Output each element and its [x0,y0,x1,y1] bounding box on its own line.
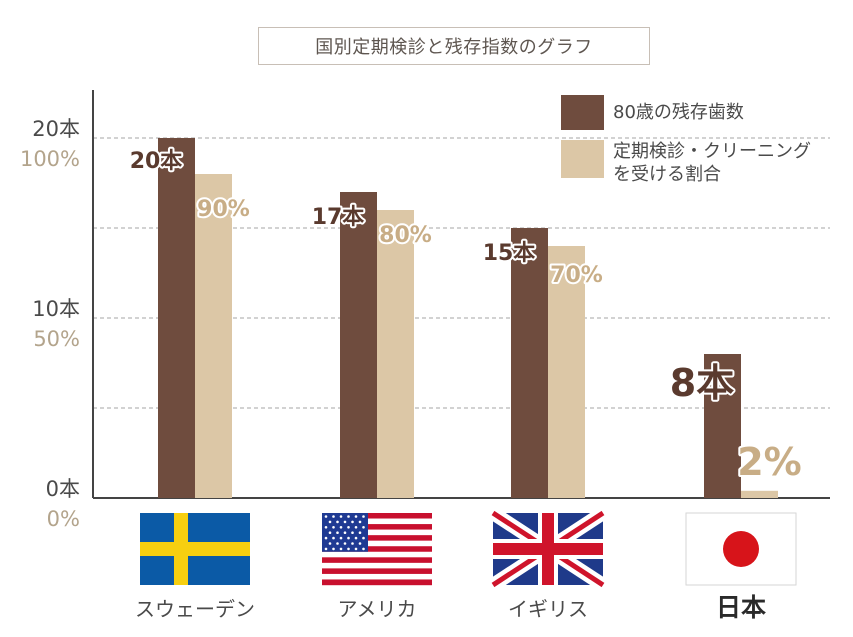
bar-remaining-teeth [340,192,377,498]
data-label-rate: 70% [550,263,603,288]
bar-remaining-teeth [704,354,741,498]
y-tick-label-percent: 0% [47,507,80,531]
flag-star [351,531,354,534]
flag-star [339,547,343,551]
category-label: イギリス [508,597,588,621]
flag-stripe [322,529,432,536]
data-label-rate: 90% [197,197,250,222]
category-label: 日本 [716,593,766,622]
japan-flag [685,512,797,586]
flag-star [336,520,339,524]
flag-star [347,526,350,529]
flag-star [328,542,332,545]
flag-star [347,515,350,518]
flag-stripe [322,540,432,547]
flag-star [339,526,343,529]
y-tick-label-percent: 50% [33,327,80,351]
flag-star [362,536,365,540]
data-label-rate: 80% [379,223,432,248]
flag-star [354,536,358,540]
category-label: アメリカ [338,597,417,621]
bar-checkup-rate [741,490,778,498]
flag-stripe [322,524,432,530]
bar-remaining-teeth [158,138,195,498]
flag-stripe [322,562,432,569]
flag-stripe [322,573,432,580]
flag-star [324,515,328,518]
flag-star [343,542,347,545]
y-tick-label: 10本 [32,297,80,321]
y-tick-label: 0本 [46,477,80,501]
legend-label-teeth: 80歳の残存歯数 [613,102,744,123]
sweden-flag [140,513,250,585]
flag-star [324,526,328,529]
flag-star [332,515,335,518]
flag-star [358,531,362,534]
flag-star [336,542,339,545]
flag-star [358,542,362,545]
bar-checkup-rate [195,174,232,498]
legend-swatch-rate [561,140,604,178]
flag-stripe [322,557,432,564]
data-label-teeth: 20本 [130,149,183,174]
flag-stripe [322,513,432,519]
flag-star [362,515,365,518]
uk-flag [489,507,607,591]
flag-stripe [322,546,432,552]
category-label: スウェーデン [135,597,255,621]
legend-label-rate-line1: 定期検診・クリーニング [613,141,811,162]
flag-star [347,536,350,540]
flag-star [339,515,343,518]
flag-stripe [322,568,432,575]
flag-stripe [322,518,432,525]
flag-star [351,520,354,524]
flag-star [358,520,362,524]
data-label-teeth: 8本 [670,361,734,405]
flag-star [343,531,347,534]
flag-star [362,526,365,529]
flag-star [332,526,335,529]
flag-star [328,520,332,524]
flag-cross-horizontal [140,542,250,556]
usa-flag [322,513,432,586]
flag-disc [723,531,759,567]
data-label-teeth: 15本 [483,241,536,266]
y-tick-label: 20本 [32,117,80,141]
flag-star [343,520,347,524]
legend-label-rate-line2: を受ける割合 [613,164,721,185]
flag-star [354,515,358,518]
flag-star [362,547,365,551]
flag-star [347,547,350,551]
flag-star [324,536,328,540]
y-tick-label-percent: 100% [20,147,80,171]
flag-star [351,542,354,545]
flag-star [328,531,332,534]
data-label-rate: 2% [737,440,802,484]
flag-star [332,547,335,551]
flag-stripe [322,535,432,541]
flag-star [336,531,339,534]
flag-stripe [322,551,432,558]
data-label-teeth: 17本 [312,205,365,230]
flag-stripe [322,579,432,586]
flag-star [354,547,358,551]
bar-checkup-rate [377,210,414,498]
bar-remaining-teeth [511,228,548,498]
legend-swatch-teeth [561,95,604,130]
flag-star [339,536,343,540]
flag-cross-red [542,513,554,585]
flag-star [354,526,358,529]
flag-star [324,547,328,551]
chart-title: 国別定期検診と残存指数のグラフ [258,27,650,65]
bar-checkup-rate [548,246,585,498]
flag-star [332,536,335,540]
